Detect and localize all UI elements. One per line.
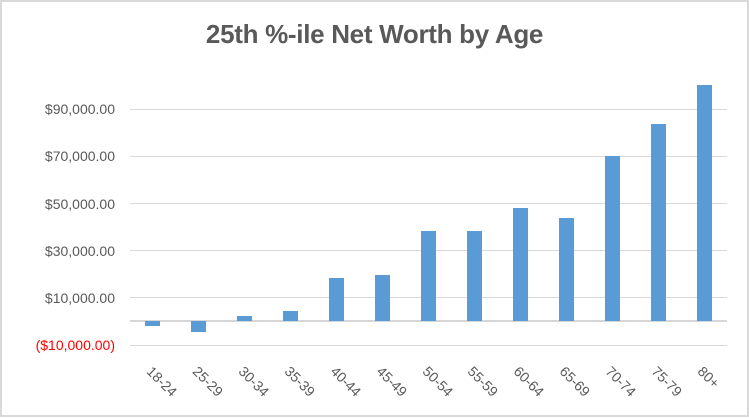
bar-80+	[696, 84, 712, 322]
bar-35-39	[283, 310, 299, 322]
x-tick-label: 65-69	[556, 363, 594, 400]
x-tick-label: 18-24	[143, 363, 181, 400]
y-tick-label: $30,000.00	[44, 242, 115, 259]
bar-65-69	[558, 218, 574, 322]
x-tick-label: 40-44	[327, 363, 364, 400]
x-tick-label: 75-79	[648, 363, 686, 400]
gridline	[130, 155, 727, 157]
x-tick-label: 50-54	[419, 363, 456, 400]
gridline	[130, 203, 727, 204]
x-tick-label: 25-29	[189, 363, 227, 400]
bar-25-29	[191, 321, 207, 332]
x-tick-label: 55-59	[465, 363, 502, 400]
y-tick-label: $90,000.00	[44, 101, 115, 118]
bar-30-34	[237, 316, 253, 322]
bar-45-49	[375, 274, 391, 322]
chart-title: 25th %-ile Net Worth by Age	[205, 19, 544, 49]
y-tick-label: $70,000.00	[44, 148, 115, 165]
bar-40-44	[329, 277, 345, 322]
x-tick-label: 80+	[694, 363, 723, 392]
x-tick-label: 45-49	[373, 363, 410, 400]
y-tick-label: ($10,000.00)	[35, 337, 115, 353]
bar-50-54	[421, 231, 436, 322]
x-tick-label: 30-34	[235, 363, 273, 400]
category-axis-line	[130, 320, 727, 323]
bar-18-24	[145, 321, 161, 326]
bar-60-64	[512, 207, 528, 322]
gridline	[130, 344, 727, 346]
y-tick-label: $50,000.00	[44, 195, 115, 212]
bar-55-59	[466, 231, 482, 322]
plot-area	[130, 62, 727, 346]
x-tick-label: 60-64	[511, 363, 548, 400]
x-tick-label: 70-74	[602, 363, 640, 400]
bar-75-79	[650, 123, 666, 322]
y-tick-label: $10,000.00	[44, 289, 115, 306]
gridline	[130, 108, 727, 110]
bar-70-74	[604, 156, 620, 322]
x-tick-label: 35-39	[281, 363, 319, 400]
